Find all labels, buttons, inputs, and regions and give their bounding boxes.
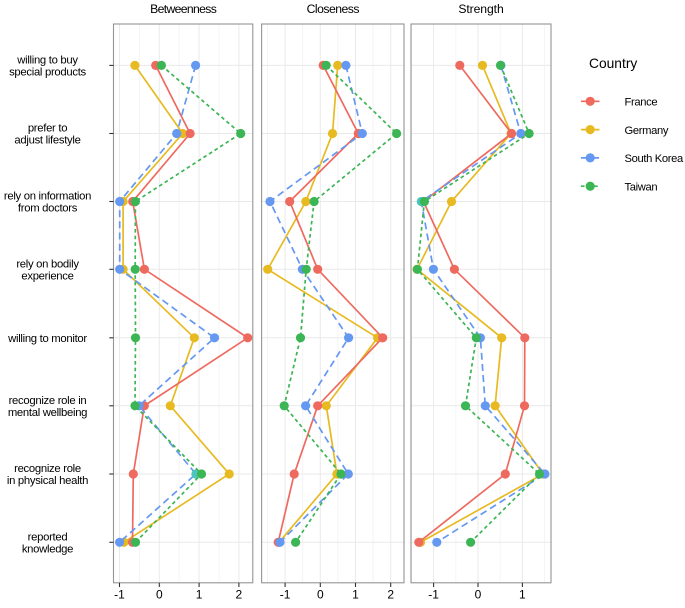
svg-text:0: 0 (475, 588, 482, 602)
svg-text:-1: -1 (428, 588, 439, 602)
svg-text:knowledge: knowledge (22, 543, 73, 555)
svg-text:rely on information: rely on information (4, 191, 91, 203)
svg-text:Strength: Strength (458, 2, 503, 16)
svg-text:willing to monitor: willing to monitor (7, 333, 87, 345)
svg-text:experience: experience (21, 270, 73, 282)
svg-text:0: 0 (317, 588, 324, 602)
svg-text:mental wellbeing: mental wellbeing (8, 407, 87, 419)
svg-text:in physical health: in physical health (7, 475, 88, 487)
svg-text:willing to buy: willing to buy (16, 54, 78, 66)
svg-text:1: 1 (196, 588, 203, 602)
svg-text:rely on bodily: rely on bodily (16, 258, 79, 270)
svg-text:Country: Country (589, 56, 637, 71)
svg-text:Closeness: Closeness (307, 2, 360, 16)
svg-text:adjust lifestyle: adjust lifestyle (14, 135, 80, 147)
svg-text:recognize role: recognize role (14, 463, 81, 475)
svg-text:from doctors: from doctors (18, 203, 78, 215)
svg-text:Germany: Germany (625, 125, 669, 137)
svg-text:South Korea: South Korea (625, 153, 684, 165)
svg-text:France: France (625, 97, 658, 109)
svg-text:Betweenness: Betweenness (150, 2, 217, 16)
svg-text:1: 1 (352, 588, 359, 602)
svg-text:reported: reported (28, 531, 68, 543)
svg-text:special products: special products (9, 66, 86, 78)
svg-text:recognize role in: recognize role in (9, 395, 87, 407)
svg-text:Taiwan: Taiwan (625, 181, 658, 193)
svg-text:0: 0 (156, 588, 163, 602)
svg-text:1: 1 (519, 588, 526, 602)
svg-text:2: 2 (387, 588, 394, 602)
svg-text:-1: -1 (280, 588, 291, 602)
svg-text:prefer to: prefer to (28, 123, 67, 135)
svg-text:-1: -1 (114, 588, 125, 602)
svg-text:2: 2 (236, 588, 243, 602)
